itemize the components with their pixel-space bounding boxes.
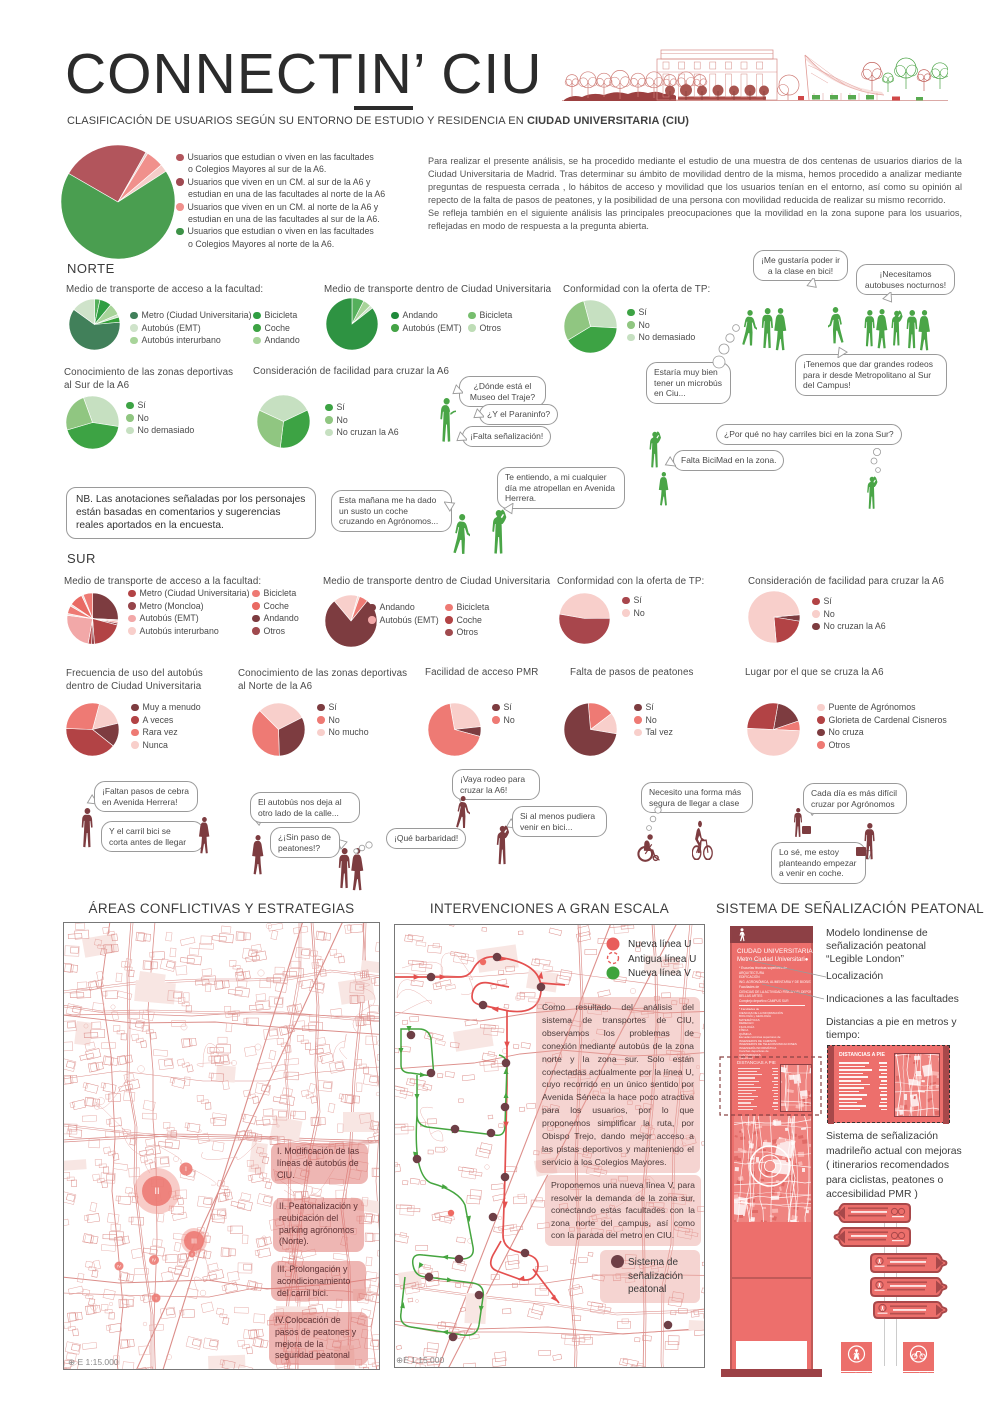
svg-text:III: III bbox=[191, 1239, 197, 1246]
svg-text:I: I bbox=[191, 1251, 192, 1256]
svg-text:II: II bbox=[154, 1186, 159, 1196]
svg-text:IV: IV bbox=[152, 1258, 156, 1263]
svg-text:I: I bbox=[155, 1295, 156, 1300]
svg-text:I: I bbox=[185, 1167, 187, 1173]
svg-text:IV: IV bbox=[117, 1263, 121, 1268]
